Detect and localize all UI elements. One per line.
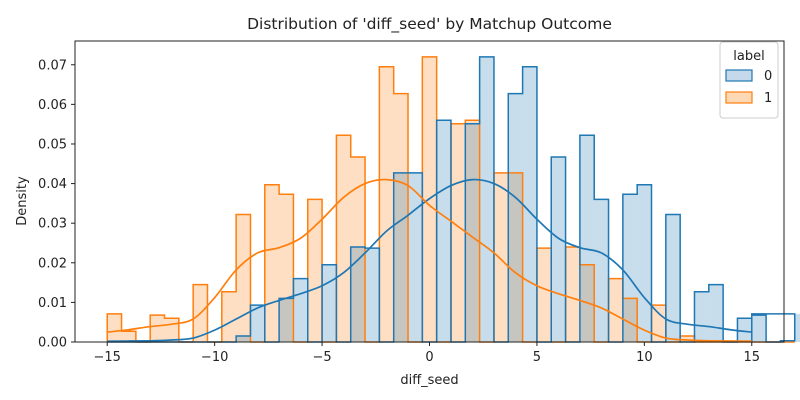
legend: label 0 1 — [719, 41, 779, 119]
bar-0-25 — [465, 123, 480, 343]
bar-0-36 — [622, 194, 638, 342]
x-tick-label-0: −15 — [94, 350, 121, 365]
bar-1-20 — [393, 93, 409, 342]
y-tick-label-6: 0.06 — [38, 98, 67, 113]
bar-0-20 — [393, 172, 409, 342]
y-tick-label-2: 0.02 — [38, 256, 67, 271]
step-outline-0 — [107, 56, 796, 343]
bar-1-35 — [608, 278, 623, 342]
bar-0-41 — [694, 291, 709, 342]
bar-0-37 — [637, 184, 652, 342]
bar-0-17 — [350, 246, 366, 342]
y-tick-label-3: 0.03 — [38, 217, 67, 232]
bar-0-34 — [594, 199, 609, 342]
bar-1-17 — [350, 157, 366, 342]
bar-1-24 — [450, 123, 466, 343]
bar-0-21 — [408, 172, 423, 342]
bar-0-31 — [551, 157, 566, 342]
kde-line-0 — [107, 178, 752, 343]
y-axis-title: Density — [15, 176, 30, 226]
bar-1-9 — [236, 214, 251, 342]
x-tick-label-4: 5 — [533, 350, 541, 365]
x-axis-title: diff_seed — [400, 373, 458, 388]
bar-1-11 — [264, 184, 280, 342]
bar-1-27 — [493, 172, 509, 342]
bar-0-13 — [293, 278, 308, 342]
bar-1-16 — [336, 135, 351, 342]
bar-1-30 — [536, 248, 552, 342]
y-tick-label-5: 0.05 — [38, 137, 67, 152]
bar-1-28 — [508, 172, 523, 342]
y-tick-label-7: 0.07 — [38, 58, 67, 73]
x-tick-label-6: 15 — [743, 350, 760, 365]
legend-label-1: 1 — [764, 91, 772, 106]
bar-0-29 — [522, 66, 537, 343]
bar-1-4 — [164, 318, 179, 342]
bar-0-15 — [322, 264, 337, 342]
legend-swatch-0 — [725, 69, 753, 82]
bar-1-3 — [150, 315, 165, 342]
bar-0-48 — [794, 313, 800, 342]
x-tick-label-1: −10 — [201, 350, 228, 365]
kde-curves — [107, 178, 752, 343]
bar-1-36 — [622, 298, 638, 342]
x-tick-label-5: 10 — [636, 350, 653, 365]
bar-0-39 — [665, 214, 681, 342]
bar-0-26 — [479, 56, 494, 343]
bars-series-1 — [107, 56, 695, 343]
bar-1-40 — [680, 336, 695, 342]
bar-0-42 — [708, 284, 724, 342]
bar-1-25 — [465, 120, 480, 342]
x-tick-label-2: −5 — [312, 350, 331, 365]
legend-swatch-1 — [725, 91, 753, 104]
bar-1-38 — [651, 305, 666, 342]
bar-1-12 — [279, 194, 294, 342]
legend-title: label — [733, 49, 764, 64]
bar-0-45 — [751, 315, 767, 342]
bar-1-8 — [221, 291, 237, 342]
y-tick-label-0: 0.00 — [38, 336, 67, 351]
kde-line-1 — [107, 178, 752, 343]
bar-0-18 — [365, 248, 380, 342]
bar-1-32 — [565, 246, 580, 342]
bar-1-19 — [379, 66, 394, 343]
bar-0-28 — [508, 93, 523, 342]
bar-0-12 — [279, 298, 294, 342]
legend-label-0: 0 — [764, 69, 772, 84]
chart-title: Distribution of 'diff_seed' by Matchup O… — [247, 15, 612, 34]
bar-1-1 — [121, 331, 136, 342]
x-tick-label-3: 0 — [425, 350, 433, 365]
bar-0-10 — [250, 305, 265, 342]
bar-0-33 — [579, 135, 595, 342]
axes: −15 −10 −5 0 5 10 150.000.010.020.030.040.050.… — [38, 40, 785, 365]
bar-1-14 — [307, 199, 323, 342]
y-tick-label-1: 0.01 — [38, 296, 67, 311]
bar-0-44 — [737, 318, 752, 342]
y-tick-label-4: 0.04 — [38, 177, 67, 192]
bar-0-23 — [436, 120, 451, 342]
bar-0-9 — [236, 336, 251, 342]
bar-1-0 — [107, 313, 122, 342]
histogram-bars — [106, 56, 800, 343]
